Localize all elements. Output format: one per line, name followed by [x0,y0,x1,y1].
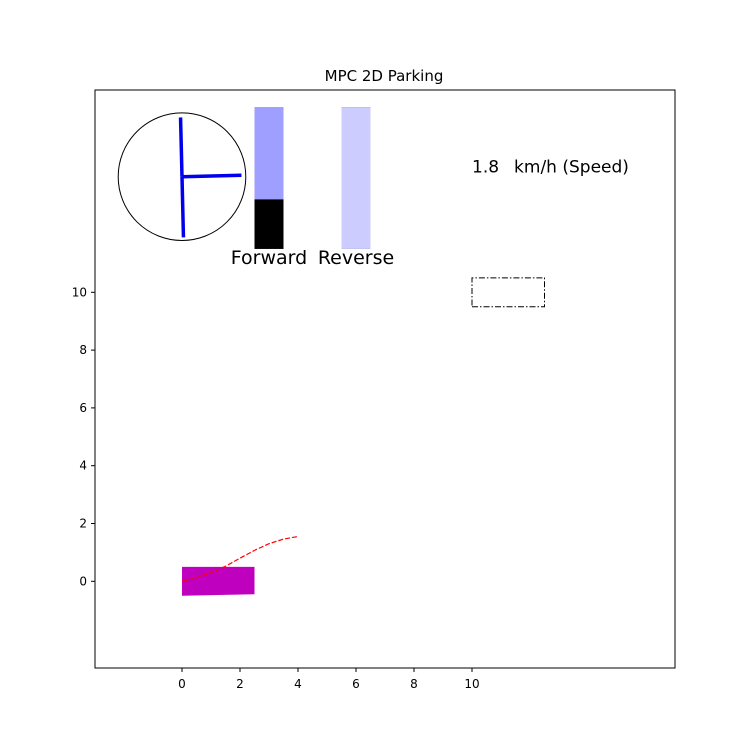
y-tick-label: 2 [79,517,87,531]
x-tick-label: 8 [410,677,418,691]
steering-spoke [181,173,242,179]
steering-spoke [178,117,184,177]
y-tick-label: 0 [79,574,87,588]
steering-wheel-rim [117,112,247,241]
trajectory-line [181,535,299,582]
forward-pedal-label: Forward [231,247,307,269]
forward-pedal-fill [254,107,284,200]
parking-target [471,277,545,308]
y-axis: 0 2 4 6 8 10 [72,285,95,588]
x-tick-label: 10 [464,677,479,691]
y-tick-label: 6 [79,401,87,415]
reverse-pedal-label: Reverse [318,247,394,269]
steering-wheel [117,112,247,241]
forward-pedal: Forward [231,107,307,269]
x-axis: 0 2 4 6 8 10 [178,668,480,691]
x-tick-label: 2 [236,677,244,691]
speed-value: 1.8 [472,157,499,177]
x-tick-label: 4 [294,677,302,691]
steering-spoke [180,176,186,238]
speed-unit: km/h (Speed) [514,157,629,177]
vehicle [182,566,255,596]
axes-frame [94,89,676,669]
reverse-pedal: Reverse [318,107,394,269]
reverse-pedal-fill [341,107,371,249]
x-tick-label: 6 [352,677,360,691]
y-tick-label: 8 [79,343,87,357]
y-tick-label: 4 [79,459,87,473]
y-tick-label: 10 [72,285,87,299]
speed-readout: 1.8 km/h (Speed) [472,157,629,177]
x-tick-label: 0 [178,677,186,691]
chart-title: MPC 2D Parking [325,67,444,85]
